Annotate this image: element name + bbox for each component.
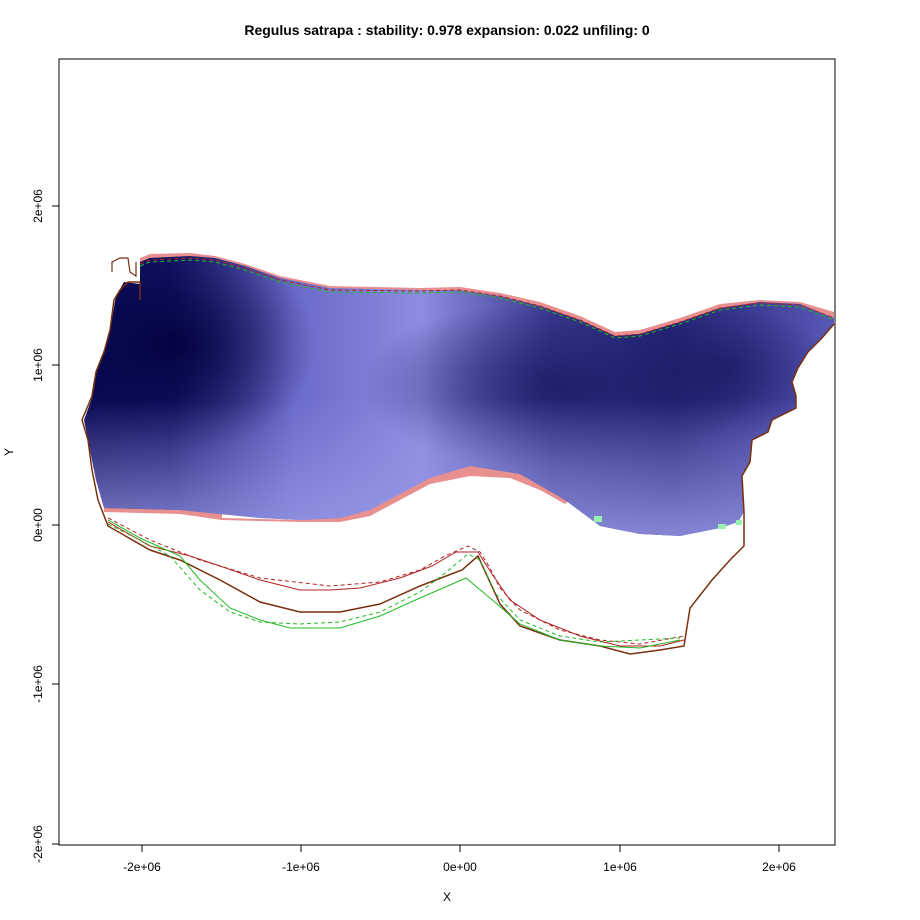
y-axis — [52, 205, 59, 845]
x-tick-label: 1e+06 — [603, 860, 637, 874]
suitability-surface — [84, 256, 834, 536]
x-tick-label: -1e+06 — [282, 860, 320, 874]
x-tick-label: -2e+06 — [123, 860, 161, 874]
range-outline — [81, 281, 835, 655]
y-tick-label: 2e+06 — [31, 189, 45, 223]
y-axis-label: Y — [2, 448, 16, 456]
x-tick-label: 2e+06 — [762, 860, 796, 874]
y-tick-label: -1e+06 — [31, 665, 45, 703]
west-step-outline — [111, 257, 137, 278]
y-tick-label: 1e+06 — [31, 348, 45, 382]
y-tick-label: -2e+06 — [31, 825, 45, 863]
plot-frame — [58, 58, 836, 846]
x-axis-label: X — [443, 890, 451, 904]
y-tick-label: 0e+00 — [31, 508, 45, 542]
x-axis — [141, 845, 780, 852]
range-gain-cells — [594, 516, 742, 529]
x-tick-label: 0e+00 — [443, 860, 477, 874]
plot-title: Regulus satrapa : stability: 0.978 expan… — [244, 22, 650, 38]
south-contours — [107, 517, 685, 649]
north-contours — [139, 257, 835, 339]
